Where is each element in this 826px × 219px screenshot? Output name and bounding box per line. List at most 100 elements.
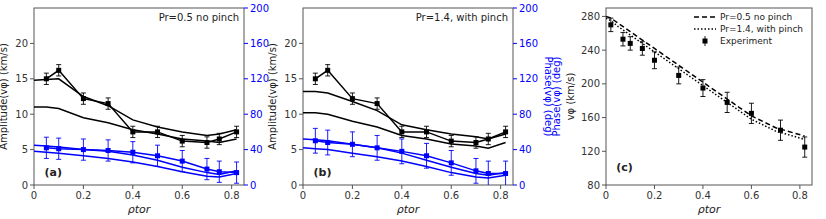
series-line: [34, 79, 237, 136]
error-bar: [350, 93, 355, 104]
panel-label: (c): [616, 161, 633, 174]
panel-title: Pr=0.5 no pinch: [159, 12, 239, 23]
marker: [620, 37, 625, 42]
panel: 00.20.40.60.80510152004080120160200ρtorA…: [0, 3, 269, 217]
marker: [608, 22, 613, 27]
marker: [325, 68, 330, 73]
error-bar: [81, 93, 86, 104]
x-tick-label: 0.4: [695, 190, 711, 201]
y2-tick: [513, 185, 517, 186]
y-tick: [602, 185, 606, 186]
error-bar: [56, 65, 61, 76]
y2-tick-label: 120: [519, 73, 538, 84]
marker: [473, 168, 478, 173]
error-bar: [503, 126, 508, 137]
y-tick-label: 0: [291, 180, 297, 191]
error-bar: [350, 132, 355, 157]
y-tick-label: 10: [15, 109, 28, 120]
y-tick-label: 160: [581, 112, 600, 123]
panel: 00.20.40.60.880120160200240280ρtorvφ (km…: [551, 8, 812, 216]
x-tick-label: 0: [300, 190, 306, 201]
legend-swatch: [703, 39, 708, 44]
panel: 00.20.40.60.80510152004080120160200ρtorA…: [267, 3, 554, 217]
x-tick-label: 0: [603, 190, 609, 201]
y2-tick: [244, 8, 248, 9]
y-tick: [299, 149, 303, 150]
x-tick: [751, 185, 752, 189]
y2-tick-label: 40: [519, 144, 532, 155]
y-tick: [30, 149, 34, 150]
marker: [155, 129, 160, 134]
x-tick-label: 0.4: [125, 190, 141, 201]
error-bar: [106, 140, 111, 161]
y-tick-label: 0: [22, 180, 28, 191]
marker: [217, 136, 222, 141]
marker: [486, 171, 491, 176]
legend-label: Experiment: [720, 36, 772, 46]
y-tick-label: 5: [291, 144, 297, 155]
marker: [217, 169, 222, 174]
error-bar: [106, 98, 111, 109]
marker: [399, 129, 404, 134]
panel-label: (a): [45, 166, 62, 179]
marker: [313, 76, 318, 81]
y2-tick-label: 80: [519, 109, 532, 120]
y-tick: [299, 185, 303, 186]
panel-label: (b): [314, 166, 332, 179]
series-line: [606, 18, 805, 139]
error-bar: [608, 18, 613, 31]
x-tick: [132, 185, 133, 189]
y2-tick: [513, 43, 517, 44]
series-line: [606, 16, 805, 136]
marker: [652, 58, 657, 63]
error-bar: [234, 162, 239, 183]
y2-tick-label: 40: [250, 144, 263, 155]
error-bar: [449, 135, 454, 146]
error-bar: [778, 120, 783, 140]
error-bar: [486, 161, 491, 185]
x-tick-label: 0.6: [174, 190, 190, 201]
y-tick-label: 20: [284, 38, 297, 49]
error-bar: [640, 42, 645, 55]
series-line: [46, 70, 236, 142]
x-tick: [303, 185, 304, 189]
error-bar: [375, 98, 380, 109]
annotation: Phase(vφ) (deg): [551, 56, 562, 136]
x-tick: [451, 185, 452, 189]
marker: [399, 149, 404, 154]
marker: [628, 41, 633, 46]
marker: [375, 145, 380, 150]
y-tick-label: 120: [581, 146, 600, 157]
series-line: [303, 139, 506, 175]
series-line: [315, 141, 505, 174]
x-axis-label: ρtor: [698, 203, 722, 216]
y-tick-label: 5: [22, 144, 28, 155]
error-bar: [313, 73, 318, 84]
y-tick-label: 20: [15, 38, 28, 49]
plot-frame: [606, 8, 812, 185]
marker: [749, 111, 754, 116]
error-bar: [204, 137, 209, 148]
plot-frame: [303, 8, 513, 185]
error-bar: [399, 126, 404, 137]
error-bar: [234, 126, 239, 137]
legend-label: Pr=0.5 no pinch: [720, 12, 792, 22]
marker: [44, 145, 49, 150]
legend-swatch: [694, 16, 716, 18]
x-tick-label: 0.8: [792, 190, 808, 201]
marker: [700, 86, 705, 91]
series-line: [46, 148, 236, 173]
marker: [449, 139, 454, 144]
marker: [449, 160, 454, 165]
error-bar: [628, 37, 633, 50]
y2-tick: [513, 149, 517, 150]
error-bar: [325, 65, 330, 76]
y-tick-label: 280: [581, 11, 600, 22]
error-bar: [676, 67, 681, 84]
y-tick: [602, 117, 606, 118]
error-bar: [155, 126, 160, 137]
marker: [44, 76, 49, 81]
error-bar: [802, 137, 807, 157]
x-axis-label: ρtor: [128, 203, 152, 216]
y-tick-label: 200: [581, 78, 600, 89]
